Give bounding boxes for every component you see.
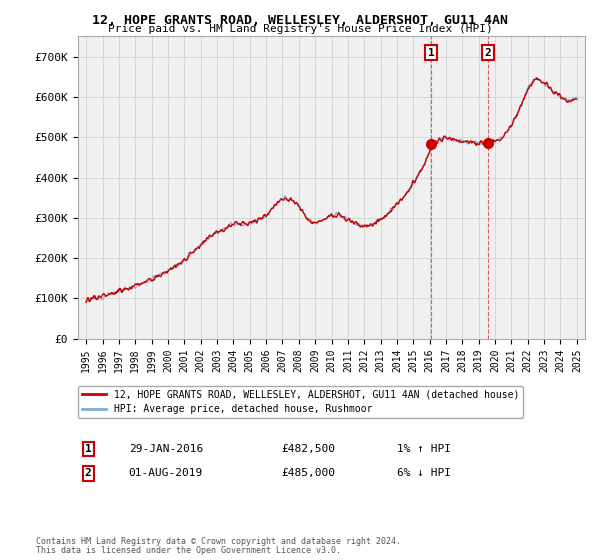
Text: 1: 1 (428, 48, 434, 58)
Legend: 12, HOPE GRANTS ROAD, WELLESLEY, ALDERSHOT, GU11 4AN (detached house), HPI: Aver: 12, HOPE GRANTS ROAD, WELLESLEY, ALDERSH… (78, 386, 523, 418)
Text: 1% ↑ HPI: 1% ↑ HPI (397, 444, 451, 454)
Text: £485,000: £485,000 (281, 468, 335, 478)
Text: 12, HOPE GRANTS ROAD, WELLESLEY, ALDERSHOT, GU11 4AN: 12, HOPE GRANTS ROAD, WELLESLEY, ALDERSH… (92, 14, 508, 27)
Text: Contains HM Land Registry data © Crown copyright and database right 2024.: Contains HM Land Registry data © Crown c… (36, 538, 401, 547)
Text: 01-AUG-2019: 01-AUG-2019 (128, 468, 203, 478)
Text: This data is licensed under the Open Government Licence v3.0.: This data is licensed under the Open Gov… (36, 547, 341, 556)
Text: 29-JAN-2016: 29-JAN-2016 (128, 444, 203, 454)
Text: £482,500: £482,500 (281, 444, 335, 454)
Text: 1: 1 (85, 444, 92, 454)
Text: 2: 2 (485, 48, 491, 58)
Text: 2: 2 (85, 468, 92, 478)
Text: 6% ↓ HPI: 6% ↓ HPI (397, 468, 451, 478)
Text: Price paid vs. HM Land Registry's House Price Index (HPI): Price paid vs. HM Land Registry's House … (107, 24, 493, 34)
